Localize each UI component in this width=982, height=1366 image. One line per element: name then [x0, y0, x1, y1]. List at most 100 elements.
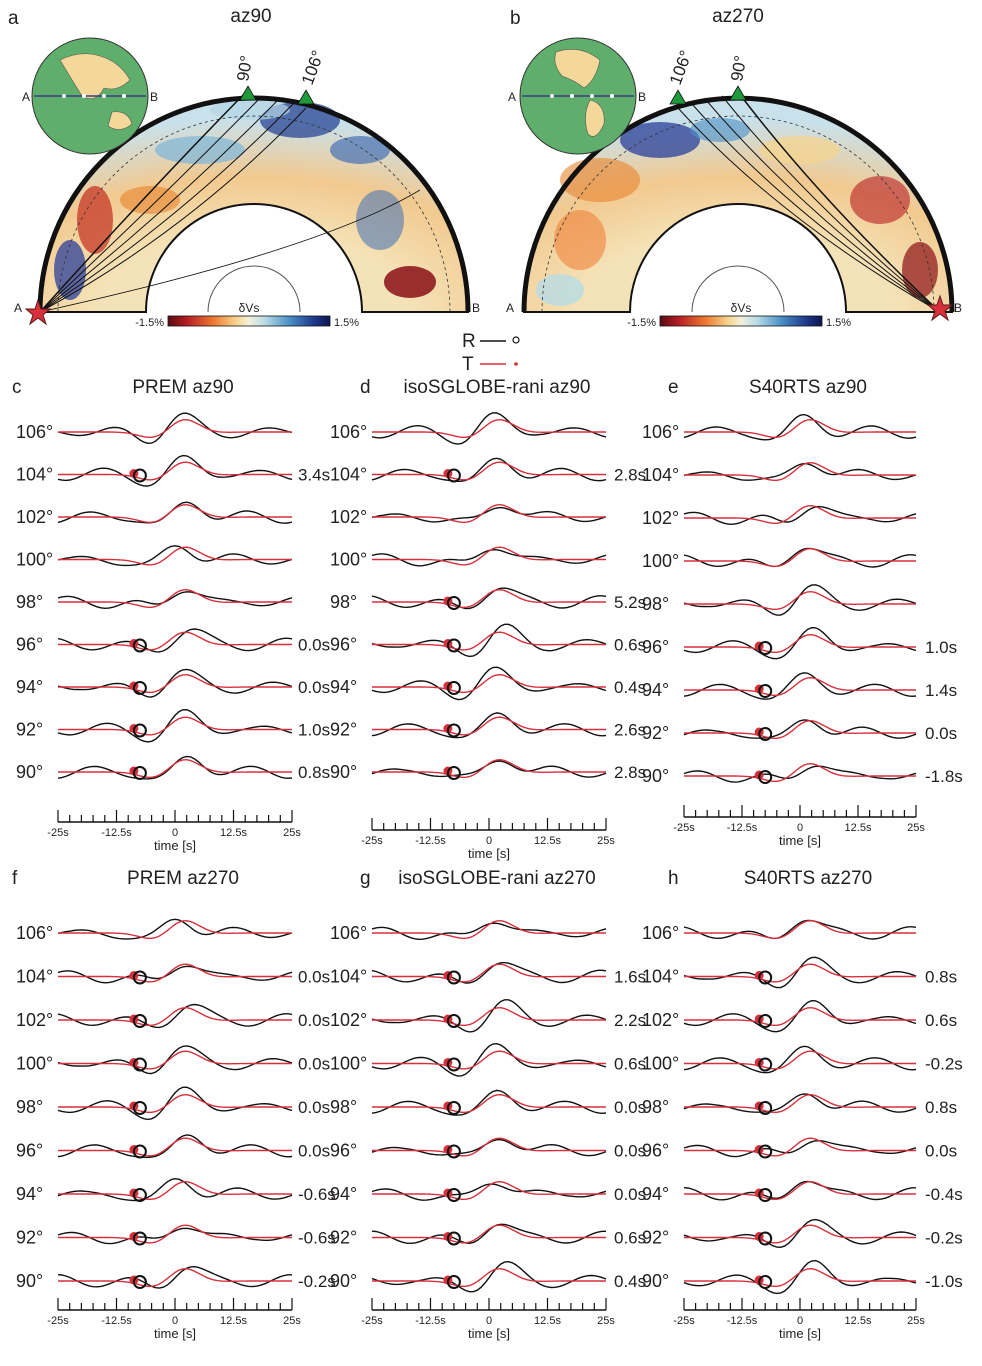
transverse-trace — [372, 1006, 606, 1026]
transverse-trace — [58, 1050, 292, 1070]
colorbar-max: 1.5% — [334, 317, 359, 329]
tick-label: 0 — [486, 835, 492, 847]
distance-label: 106° — [642, 923, 679, 943]
distance-label: 100° — [330, 1054, 367, 1074]
trace-row: 98° — [642, 584, 917, 616]
radial-trace — [683, 413, 917, 441]
distance-label: 104° — [642, 465, 679, 485]
station-label-106: 106° — [298, 48, 328, 88]
transverse-trace — [684, 418, 916, 438]
radial-pick-icon — [758, 1144, 773, 1159]
radial-trace — [57, 918, 293, 940]
distance-label: 106° — [330, 422, 367, 442]
distance-label: 96° — [16, 1141, 43, 1161]
distance-label: 104° — [642, 967, 679, 987]
distance-label: 92° — [642, 1228, 669, 1248]
colorbar-label: δVs — [731, 301, 752, 315]
radial-pick-icon — [132, 638, 147, 653]
distance-label: 90° — [330, 762, 357, 782]
radial-trace — [57, 1177, 293, 1202]
colorbar-max: 1.5% — [826, 317, 851, 329]
panel-title: isoSGLOBE-rani az270 — [398, 868, 596, 889]
distance-label: 102° — [16, 507, 53, 527]
x-axis-label: time [s] — [154, 1326, 196, 1341]
tick-label: -25s — [361, 1315, 383, 1327]
transverse-trace — [58, 963, 292, 983]
distance-label: 92° — [16, 720, 43, 740]
trace-row: 98° 5.2s — [330, 587, 646, 612]
radial-pick-icon — [758, 970, 773, 985]
trace-row: 106° — [16, 918, 293, 943]
panel-title: PREM az270 — [127, 868, 239, 889]
radial-trace — [371, 587, 607, 610]
radial-pick-icon — [758, 727, 773, 741]
section-end-A: A — [14, 301, 22, 315]
mantle-section — [37, 91, 471, 313]
station-106-icon — [669, 89, 687, 105]
distance-label: 104° — [16, 967, 53, 987]
radial-trace — [683, 672, 917, 700]
trace-row: 94° 0.0s — [330, 1180, 646, 1204]
trace-row: 94° 0.4s — [330, 666, 646, 701]
tick-label: 12.5s — [845, 1315, 872, 1327]
distance-label: 106° — [16, 422, 53, 442]
colorbar-b: δVs -1.5% 1.5% — [627, 301, 851, 329]
tick-label: 0 — [172, 1315, 178, 1327]
radial-trace — [683, 584, 917, 616]
distance-label: 92° — [330, 720, 357, 740]
radial-pick-icon — [446, 468, 461, 483]
radial-trace — [683, 547, 917, 568]
delay-label: 0.0s — [298, 1142, 330, 1161]
distance-label: 106° — [330, 923, 367, 943]
station-106-icon — [297, 89, 315, 105]
radial-trace — [57, 755, 293, 780]
delay-label: 0.6s — [614, 636, 646, 655]
tick-label: -12.5s — [415, 835, 446, 847]
transverse-trace — [372, 963, 606, 983]
transverse-trace — [684, 590, 916, 610]
distance-label: 102° — [16, 1010, 53, 1030]
panel-c: c PREM az90 106° 104° 3.4s 102° 100° 98° 96° 0.0s… — [12, 377, 330, 853]
trace-row: 90° -0.2s — [16, 1265, 336, 1291]
transverse-trace — [684, 1267, 916, 1287]
x-axis-label: time [s] — [468, 1326, 510, 1341]
transverse-trace — [372, 1050, 606, 1070]
transverse-trace — [372, 546, 606, 566]
distance-label: 98° — [16, 592, 43, 612]
distance-label: 100° — [16, 1054, 53, 1074]
trace-row: 100° — [642, 547, 917, 571]
panel-d: d isoSGLOBE-rani az90 106° 104° 2.8s 102° 100°… — [330, 377, 646, 861]
trace-row: 98° 0.0s — [16, 1086, 330, 1121]
trace-row: 104° 2.8s — [330, 457, 646, 485]
trace-row: 96° 0.0s — [16, 1134, 330, 1161]
delay-label: 0.0s — [614, 1142, 646, 1161]
transverse-trace — [684, 547, 916, 567]
radial-trace — [57, 708, 293, 743]
tick-label: -12.5s — [727, 822, 758, 834]
distance-label: 100° — [16, 550, 53, 570]
tick-label: 25s — [283, 827, 301, 839]
delay-label: -0.2s — [925, 1055, 963, 1074]
x-axis-label: time [s] — [779, 1326, 821, 1341]
source-star-icon — [926, 294, 954, 322]
distance-label: 102° — [330, 507, 367, 527]
section-end-A: A — [506, 301, 514, 315]
tick-label: 25s — [597, 835, 615, 847]
trace-row: 106° — [642, 919, 917, 943]
delay-label: 0.8s — [925, 968, 957, 987]
transverse-trace — [372, 1093, 606, 1113]
radial-trace — [683, 765, 917, 783]
x-axis-label: time [s] — [468, 846, 510, 861]
transverse-trace — [58, 919, 292, 939]
distance-label: 98° — [16, 1097, 43, 1117]
panel-e: e S40RTS az90 106° 104° 102° 100° 98° 96° 1.0s 94… — [642, 377, 963, 848]
tick-label: -25s — [673, 822, 695, 834]
panel-letter-e: e — [668, 377, 679, 398]
distance-label: 98° — [330, 592, 357, 612]
radial-trace — [371, 666, 607, 701]
x-axis-label: time [s] — [154, 838, 196, 853]
radial-pick-icon — [132, 970, 147, 985]
trace-row: 102° 0.0s — [16, 1003, 330, 1030]
transverse-trace — [684, 1050, 916, 1070]
delay-label: 0.0s — [614, 1098, 646, 1117]
